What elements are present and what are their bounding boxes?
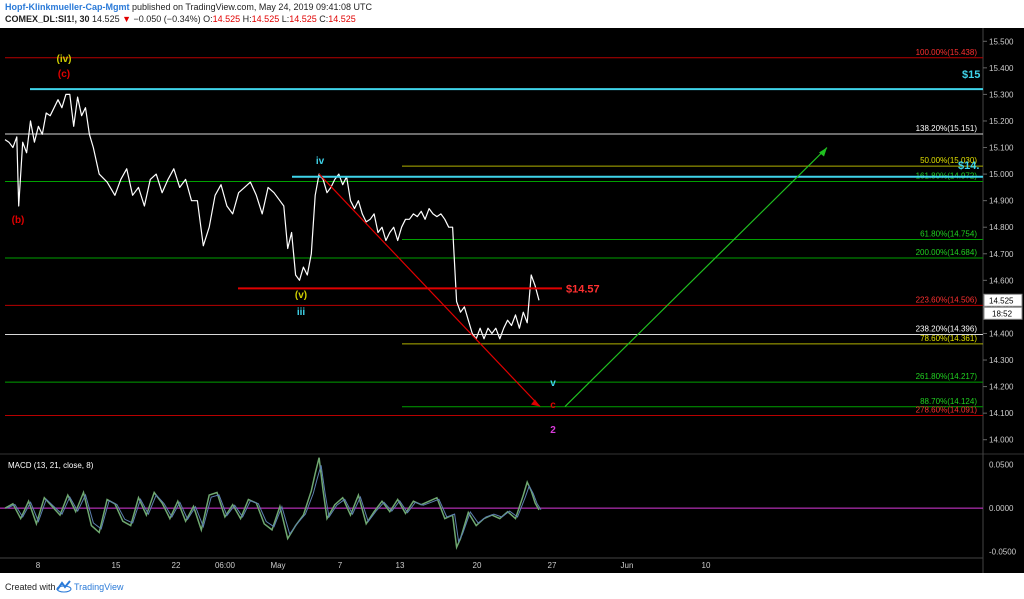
fib-level-label: 100.00%(15.438)	[916, 48, 978, 57]
macd-y-tick-label: 0.0000	[989, 504, 1014, 513]
time-axis[interactable]: 8 15 22 06:00 May 7 13 20 27 Jun 10	[0, 557, 983, 570]
macd-signal-line	[6, 465, 542, 543]
wave-label: v	[550, 378, 556, 389]
wave-label: (c)	[58, 69, 70, 80]
macd-y-tick-label: 0.0500	[989, 461, 1014, 470]
author-name[interactable]: Hopf-Klinkmueller-Cap-Mgmt	[5, 2, 130, 12]
y-tick-label: 15.400	[989, 64, 1014, 73]
wave-label: iii	[297, 307, 306, 318]
red-arrowhead-icon	[531, 399, 540, 407]
x-tick-label: 13	[396, 561, 405, 570]
fib-level-label: 223.60%(14.506)	[916, 295, 978, 304]
x-tick-label: 22	[172, 561, 181, 570]
low-label: L:	[281, 14, 290, 24]
quote-line: COMEX_DL:SI1!, 30 14.525 ▼ −0.050 (−0.34…	[5, 14, 356, 24]
x-tick-label: 15	[112, 561, 121, 570]
y-tick-label: 14.200	[989, 383, 1014, 392]
price-annotation: $14.	[958, 160, 979, 172]
chart-canvas[interactable]: 100.00%(15.438) 138.20%(15.151) 50.00%(15.…	[0, 28, 1024, 573]
x-tick-label: 8	[36, 561, 41, 570]
price-axis[interactable]: 15.500 15.400 15.300 15.200 15.100 15.000 14.9…	[983, 37, 1023, 557]
macd-y-tick-label: -0.0500	[989, 548, 1017, 557]
price-annotation: $15	[962, 69, 980, 81]
low-value: 14.525	[289, 14, 317, 24]
tradingview-brand[interactable]: TradingView	[74, 582, 124, 592]
x-tick-label: 10	[702, 561, 711, 570]
wave-label: iv	[316, 156, 325, 167]
price-line	[4, 93, 540, 340]
open-label: O:	[203, 14, 213, 24]
fib-level-label: 278.60%(14.091)	[916, 406, 978, 415]
chart-background	[0, 28, 1024, 573]
price-change: −0.050 (−0.34%)	[133, 14, 201, 24]
drawings	[30, 88, 983, 407]
fib-levels: 100.00%(15.438) 138.20%(15.151) 50.00%(15.…	[5, 48, 983, 417]
chart-footer: Created with TradingView	[0, 575, 1024, 599]
symbol-label: COMEX_DL:SI1!, 30	[5, 14, 90, 24]
y-tick-label: 14.000	[989, 436, 1014, 445]
price-annotation: $14.57	[566, 283, 600, 295]
fib-level-label: 50.00%(15.030)	[920, 156, 977, 165]
high-label: H:	[242, 14, 252, 24]
high-value: 14.525	[251, 14, 280, 24]
last-price: 14.525	[92, 14, 120, 24]
y-tick-label: 15.300	[989, 90, 1014, 99]
tradingview-logo-icon	[56, 580, 72, 593]
macd-pane: MACD (13, 21, close, 8)	[0, 457, 983, 551]
y-tick-label: 14.700	[989, 250, 1014, 259]
fib-level-label: 200.00%(14.684)	[916, 248, 978, 257]
y-tick-label: 15.000	[989, 170, 1014, 179]
change-down-icon: ▼	[122, 14, 132, 24]
fib-level-label: 78.60%(14.361)	[920, 334, 977, 343]
x-tick-label: 27	[548, 561, 557, 570]
y-tick-label: 14.300	[989, 356, 1014, 365]
y-tick-label: 14.400	[989, 329, 1014, 338]
wave-label: (iv)	[57, 54, 72, 65]
x-tick-label: 20	[473, 561, 482, 570]
y-tick-label: 15.500	[989, 37, 1014, 46]
green-up-arrow-line	[564, 147, 828, 407]
wave-label: (v)	[295, 290, 307, 301]
countdown-label: 18:52	[992, 309, 1013, 318]
fib-level-label: 88.70%(14.124)	[920, 397, 977, 406]
y-tick-label: 14.800	[989, 223, 1014, 232]
wave-label: 2	[550, 425, 556, 436]
close-value: 14.525	[328, 14, 356, 24]
fib-level-label: 138.20%(15.151)	[916, 124, 978, 133]
x-tick-label: Jun	[621, 561, 634, 570]
open-value: 14.525	[212, 14, 241, 24]
x-tick-label: 06:00	[215, 561, 236, 570]
publisher-line: Hopf-Klinkmueller-Cap-Mgmt published on …	[5, 2, 372, 12]
x-tick-label: 7	[338, 561, 343, 570]
y-tick-label: 14.900	[989, 197, 1014, 206]
macd-title: MACD (13, 21, close, 8)	[8, 461, 94, 470]
chart-header: Hopf-Klinkmueller-Cap-Mgmt published on …	[0, 0, 1024, 28]
y-tick-label: 14.600	[989, 276, 1014, 285]
y-tick-label: 15.200	[989, 117, 1014, 126]
wave-labels: (iv) (c) (b) iv (v) iii vc 2 $14.57 $15 $14.	[12, 54, 981, 436]
x-tick-label: May	[270, 561, 285, 570]
fib-level-label: 261.80%(14.217)	[916, 372, 978, 381]
price-series	[4, 93, 540, 340]
y-tick-label: 14.100	[989, 409, 1014, 418]
close-label: C:	[319, 14, 329, 24]
fib-level-label: 238.20%(14.396)	[916, 325, 978, 334]
wave-label: (b)	[12, 215, 25, 226]
fib-level-label: 61.80%(14.754)	[920, 229, 977, 238]
green-arrowhead-icon	[819, 147, 827, 157]
wave-label: c	[550, 400, 556, 411]
last-price-tag	[983, 293, 1023, 307]
y-tick-label: 15.100	[989, 144, 1014, 153]
published-text: published on TradingView.com, May 24, 20…	[132, 2, 372, 12]
grid	[0, 28, 1024, 573]
last-price-tag-label: 14.525	[989, 296, 1014, 305]
countdown-tag	[983, 306, 1023, 320]
created-with-text: Created with	[5, 582, 56, 592]
red-down-arrow-line	[318, 173, 541, 407]
